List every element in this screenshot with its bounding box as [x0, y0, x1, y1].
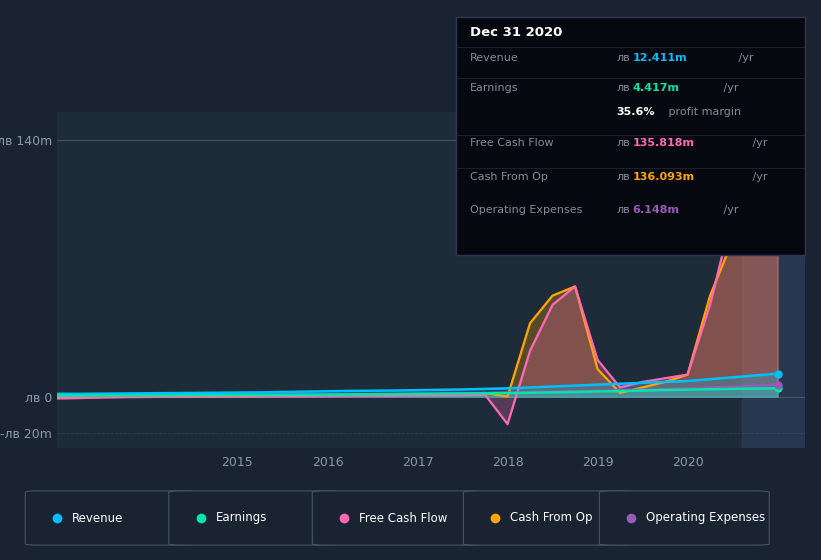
Text: 135.818m: 135.818m: [632, 138, 695, 148]
Text: 35.6%: 35.6%: [616, 108, 654, 117]
Bar: [741, 112, 805, 448]
Text: /yr: /yr: [735, 53, 754, 63]
Text: profit margin: profit margin: [665, 108, 741, 117]
Text: Revenue: Revenue: [72, 511, 123, 525]
Text: 12.411m: 12.411m: [632, 53, 687, 63]
Text: Free Cash Flow: Free Cash Flow: [359, 511, 447, 525]
Text: Cash From Op: Cash From Op: [470, 171, 548, 181]
Text: лв: лв: [616, 53, 630, 63]
Text: Operating Expenses: Operating Expenses: [646, 511, 765, 525]
Text: /yr: /yr: [720, 205, 739, 215]
FancyBboxPatch shape: [312, 491, 482, 545]
Text: лв: лв: [616, 138, 630, 148]
FancyBboxPatch shape: [25, 491, 195, 545]
FancyBboxPatch shape: [463, 491, 633, 545]
Text: Revenue: Revenue: [470, 53, 518, 63]
Text: Earnings: Earnings: [216, 511, 267, 525]
FancyBboxPatch shape: [169, 491, 339, 545]
Text: Free Cash Flow: Free Cash Flow: [470, 138, 553, 148]
Text: /yr: /yr: [750, 138, 768, 148]
Text: лв: лв: [616, 171, 630, 181]
Bar: [456, 47, 805, 48]
Text: Operating Expenses: Operating Expenses: [470, 205, 582, 215]
Bar: [456, 135, 805, 136]
Text: 4.417m: 4.417m: [632, 83, 679, 94]
Text: /yr: /yr: [750, 171, 768, 181]
Text: Cash From Op: Cash From Op: [510, 511, 593, 525]
FancyBboxPatch shape: [599, 491, 769, 545]
Text: Dec 31 2020: Dec 31 2020: [470, 26, 562, 39]
Text: 136.093m: 136.093m: [632, 171, 695, 181]
Bar: [456, 78, 805, 79]
Text: лв: лв: [616, 83, 630, 94]
Text: лв: лв: [616, 205, 630, 215]
Text: /yr: /yr: [720, 83, 739, 94]
Text: Earnings: Earnings: [470, 83, 518, 94]
Text: 6.148m: 6.148m: [632, 205, 679, 215]
